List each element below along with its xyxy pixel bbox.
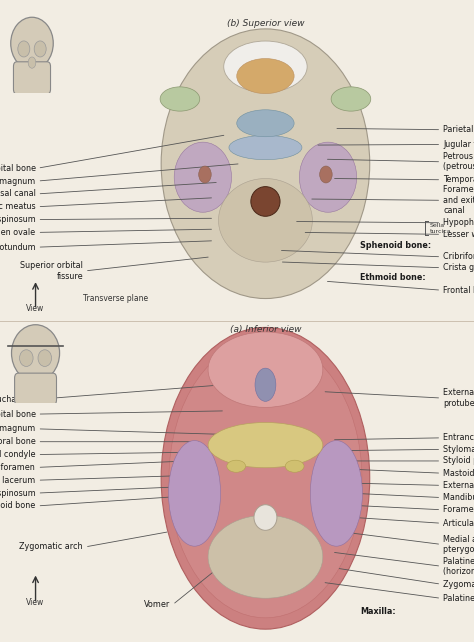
Ellipse shape	[19, 350, 33, 367]
Ellipse shape	[28, 57, 36, 68]
Text: View: View	[27, 304, 45, 313]
Text: Mandibular fossa: Mandibular fossa	[443, 493, 474, 502]
Ellipse shape	[168, 440, 220, 546]
Ellipse shape	[208, 422, 323, 468]
Text: Articular tubercle: Articular tubercle	[443, 519, 474, 528]
Ellipse shape	[11, 325, 60, 381]
Text: Palatine process: Palatine process	[443, 594, 474, 603]
Text: Styloid process: Styloid process	[443, 456, 474, 465]
Ellipse shape	[161, 327, 370, 629]
Text: Parietal bone: Parietal bone	[443, 125, 474, 134]
Text: Hypoglossal canal: Hypoglossal canal	[0, 189, 36, 198]
Text: Ethmoid bone:: Ethmoid bone:	[360, 273, 426, 282]
Text: Cribriform plate: Cribriform plate	[443, 252, 474, 261]
Ellipse shape	[208, 332, 323, 408]
Text: Zygomatic arch: Zygomatic arch	[19, 542, 83, 551]
Text: Occipital bone: Occipital bone	[0, 164, 36, 173]
Text: Zygomatic bone: Zygomatic bone	[443, 580, 474, 589]
Text: (a) Inferior view: (a) Inferior view	[230, 325, 301, 334]
Circle shape	[199, 166, 211, 183]
Text: Occipital condyle: Occipital condyle	[0, 450, 36, 459]
Text: Entrance to carotid canal: Entrance to carotid canal	[443, 433, 474, 442]
FancyBboxPatch shape	[15, 373, 56, 405]
Text: Sella
turcica: Sella turcica	[429, 223, 451, 234]
Text: Foramen lacerum
and exit of carotid
canal: Foramen lacerum and exit of carotid cana…	[443, 186, 474, 215]
Ellipse shape	[300, 142, 357, 213]
Text: Foramen ovale: Foramen ovale	[0, 228, 36, 237]
Text: Occipital bone: Occipital bone	[0, 410, 36, 419]
Text: Petrous portion
(petrous ridge): Petrous portion (petrous ridge)	[443, 152, 474, 171]
Text: Temporal bone: Temporal bone	[443, 175, 474, 184]
Text: View: View	[27, 598, 45, 607]
Text: Vomer: Vomer	[145, 600, 171, 609]
Text: Foramen magnum: Foramen magnum	[0, 424, 36, 433]
Text: Superior orbital
fissure: Superior orbital fissure	[20, 261, 83, 281]
Ellipse shape	[331, 87, 371, 111]
Ellipse shape	[174, 142, 231, 213]
Ellipse shape	[251, 187, 280, 216]
Ellipse shape	[38, 350, 52, 367]
Ellipse shape	[208, 516, 323, 598]
Text: Frontal bone: Frontal bone	[443, 286, 474, 295]
Text: Hypophyseal fossa: Hypophyseal fossa	[443, 218, 474, 227]
Ellipse shape	[160, 87, 200, 111]
Text: Stylomastoid  foramen: Stylomastoid foramen	[443, 445, 474, 454]
Ellipse shape	[285, 460, 304, 473]
Text: Sphenoid bone: Sphenoid bone	[0, 501, 36, 510]
Text: Foramen rotundum: Foramen rotundum	[0, 243, 36, 252]
Ellipse shape	[169, 339, 362, 618]
Ellipse shape	[18, 41, 30, 57]
Text: Maxilla:: Maxilla:	[360, 607, 396, 616]
Ellipse shape	[11, 17, 53, 69]
FancyBboxPatch shape	[13, 62, 51, 94]
Text: Foramen magnum: Foramen magnum	[0, 177, 36, 186]
Text: Superior nuchal line: Superior nuchal line	[0, 395, 36, 404]
Text: Mastoid process: Mastoid process	[443, 469, 474, 478]
Ellipse shape	[219, 178, 312, 262]
Text: Foramen spinosum: Foramen spinosum	[0, 489, 36, 498]
Ellipse shape	[227, 460, 246, 473]
Text: Jugular foramen: Jugular foramen	[0, 463, 36, 472]
Text: Foramen lacerum: Foramen lacerum	[0, 476, 36, 485]
Text: Jugular foramen: Jugular foramen	[443, 140, 474, 149]
Text: External auditory meatus: External auditory meatus	[443, 481, 474, 490]
Text: Lesser wing: Lesser wing	[443, 230, 474, 239]
Ellipse shape	[255, 368, 276, 401]
Ellipse shape	[229, 135, 302, 160]
Text: Palatine bone
(horizontal plate): Palatine bone (horizontal plate)	[443, 557, 474, 576]
Text: External occipital
protuberance: External occipital protuberance	[443, 388, 474, 408]
Circle shape	[319, 166, 332, 183]
Ellipse shape	[237, 58, 294, 94]
Text: Crista galli: Crista galli	[443, 263, 474, 272]
Text: Medial and lateral
pterygoid plates: Medial and lateral pterygoid plates	[443, 535, 474, 554]
Ellipse shape	[224, 41, 307, 92]
Text: Temporal bone: Temporal bone	[0, 437, 36, 446]
Text: (b) Superior view: (b) Superior view	[227, 19, 304, 28]
Ellipse shape	[254, 505, 277, 530]
Ellipse shape	[34, 41, 46, 57]
Text: Internal acoustic meatus: Internal acoustic meatus	[0, 202, 36, 211]
Text: Foramen spinosum: Foramen spinosum	[0, 215, 36, 224]
Ellipse shape	[237, 110, 294, 137]
Text: Sphenoid bone:: Sphenoid bone:	[360, 241, 431, 250]
Ellipse shape	[310, 440, 363, 546]
Text: Transverse plane: Transverse plane	[83, 294, 148, 303]
Ellipse shape	[161, 29, 370, 299]
Text: Foramen ovale: Foramen ovale	[443, 505, 474, 514]
